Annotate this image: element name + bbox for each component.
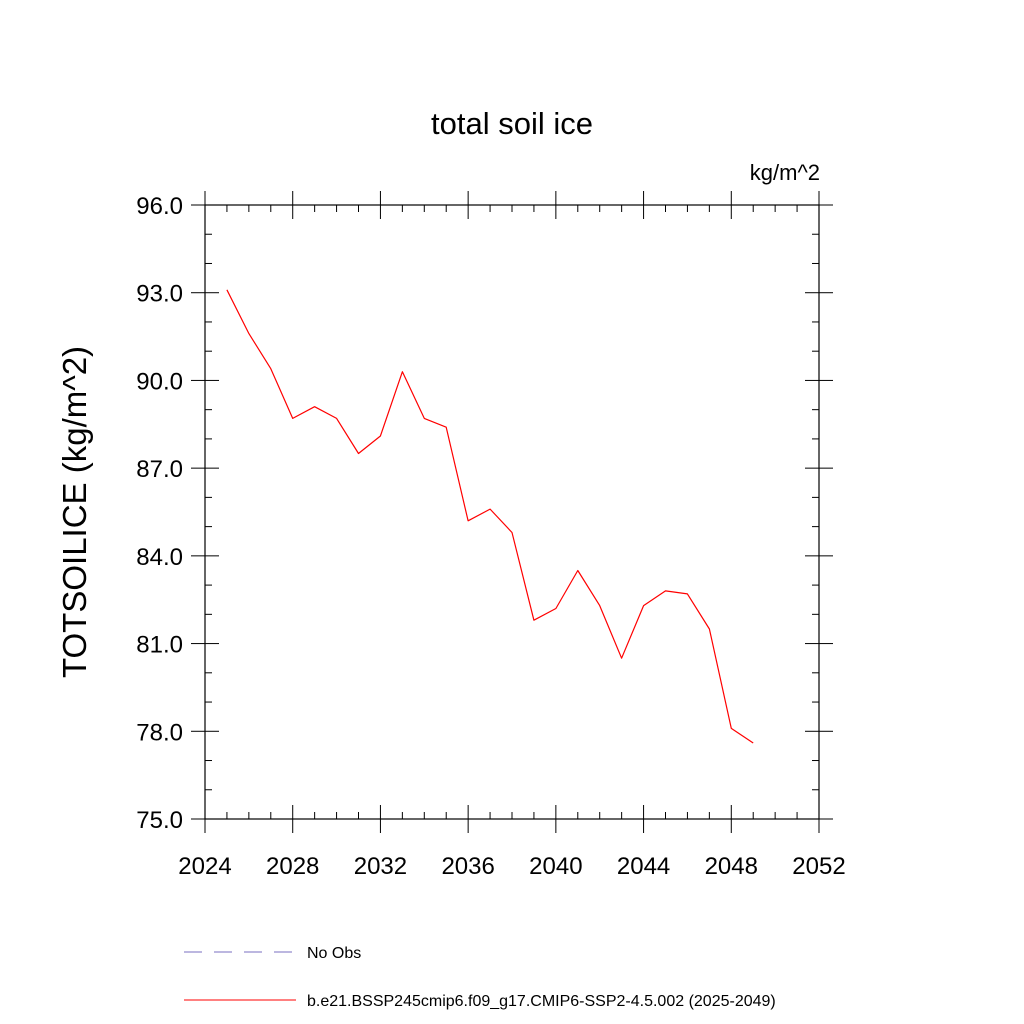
legend-label: No Obs <box>307 945 361 962</box>
y-tick-label: 75.0 <box>136 807 183 834</box>
y-axis-label: TOTSOILICE (kg/m^2) <box>56 346 93 678</box>
y-tick-label: 96.0 <box>136 193 183 220</box>
x-tick-label: 2028 <box>266 853 319 880</box>
plot-frame <box>204 204 820 820</box>
series-line <box>226 289 754 744</box>
x-tick-label: 2040 <box>529 853 582 880</box>
x-tick-label: 2036 <box>441 853 494 880</box>
y-tick-label: 78.0 <box>136 719 183 746</box>
x-tick-label: 2048 <box>705 853 758 880</box>
x-tick-label: 2044 <box>617 853 670 880</box>
y-tick-label: 93.0 <box>136 281 183 308</box>
units-label: kg/m^2 <box>750 160 820 185</box>
chart-title: total soil ice <box>431 106 593 141</box>
y-tick-label: 87.0 <box>136 456 183 483</box>
legend: No Obs b.e21.BSSP245cmip6.f09_g17.CMIP6-S… <box>184 945 776 1010</box>
legend-label: b.e21.BSSP245cmip6.f09_g17.CMIP6-SSP2-4.… <box>307 993 776 1010</box>
x-tick-label: 2032 <box>354 853 407 880</box>
y-tick-label: 81.0 <box>136 632 183 659</box>
axes: 2024 2028 2032 2036 2040 2044 2048 2052 75.0 78.0… <box>136 191 846 880</box>
y-tick-label: 84.0 <box>136 544 183 571</box>
series-layer <box>226 289 754 744</box>
y-tick-label: 90.0 <box>136 368 183 395</box>
x-tick-label: 2024 <box>178 853 231 880</box>
x-tick-label: 2052 <box>792 853 845 880</box>
